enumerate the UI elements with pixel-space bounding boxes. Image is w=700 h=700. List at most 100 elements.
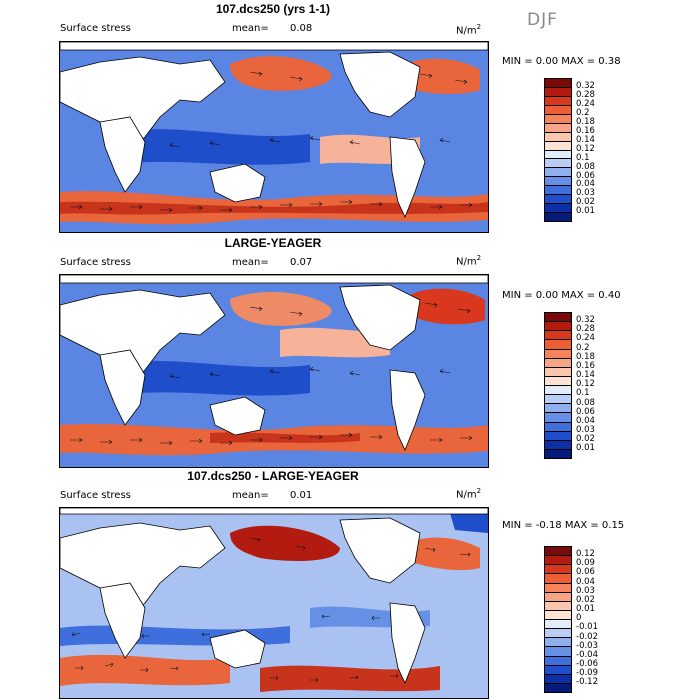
colorbar-tick-label: 0.18 [576, 116, 595, 127]
panel2-field-label: Surface stress [60, 257, 131, 268]
colorbar-segment [545, 638, 571, 648]
colorbar-segment [545, 431, 571, 441]
panel2-title: LARGE-YEAGER [224, 236, 322, 250]
arctic-edge [60, 275, 488, 284]
panel1-unit: N/m2 [456, 23, 482, 37]
colorbar-tick-label: 0.02 [576, 197, 595, 208]
wind-vectors [70, 71, 473, 213]
colorbar-segment [545, 629, 571, 639]
colorbar-tick-label: 0.14 [576, 370, 595, 381]
panel1-colorbar-labels: 0.32 0.28 0.24 0.2 0.18 0.16 0.14 0.12 0.1 0.08 0.… [576, 82, 595, 216]
eurasia-africa-shape [60, 56, 226, 153]
colorbar-tick-label: 0.16 [576, 360, 595, 371]
colorbar-segment [545, 440, 571, 450]
north-america-shape [339, 517, 421, 584]
colorbar-segment [545, 96, 571, 106]
colorbar-tick-label: 0.08 [576, 161, 595, 172]
arctic-edge [60, 508, 488, 515]
colorbar-tick-label: -0.12 [576, 677, 598, 688]
colorbar-tick-label: 0.06 [576, 406, 595, 417]
panel2-colorbar-labels: 0.32 0.28 0.24 0.2 0.18 0.16 0.14 0.12 0.1 0.08 0.… [576, 316, 595, 453]
eurasia-africa-shape [60, 522, 226, 619]
colorbar-tick-label: 0.24 [576, 333, 595, 344]
colorbar-tick-label: 0.2 [576, 107, 590, 118]
colorbar-tick-label: 0.04 [576, 576, 595, 587]
colorbar-tick-label: 0.01 [576, 604, 595, 615]
panel1-map-svg [60, 42, 488, 232]
panel1-map [59, 41, 489, 233]
colorbar-tick-label: 0.01 [576, 443, 595, 454]
colorbar-tick-label: 0.28 [576, 324, 595, 335]
colorbar-segment [545, 547, 571, 557]
colorbar-tick-label: 0.03 [576, 188, 595, 199]
africa-shape [99, 349, 146, 426]
colorbar-segment [545, 574, 571, 584]
colorbar-tick-label: 0.08 [576, 397, 595, 408]
panel1-mean-value: 0.08 [290, 23, 313, 34]
colorbar-segment [545, 449, 571, 458]
colorbar-segment [545, 150, 571, 160]
colorbar-segment [545, 674, 571, 684]
colorbar-tick-label: -0.02 [576, 631, 598, 642]
colorbar-tick-label: 0.18 [576, 351, 595, 362]
arctic-edge [60, 42, 488, 51]
eurasia-africa-shape [60, 289, 226, 386]
continents [60, 42, 488, 219]
continents [60, 508, 488, 685]
panel2-map-svg [60, 275, 488, 467]
colorbar-segment [545, 404, 571, 414]
colorbar-segment [545, 565, 571, 575]
colorbar-segment [545, 358, 571, 368]
panel1-min-max: MIN = 0.00 MAX = 0.38 [502, 56, 621, 67]
colorbar-segment [545, 159, 571, 169]
north-pacific-jet [230, 292, 332, 326]
colorbar-segment [545, 340, 571, 350]
continents [60, 275, 488, 452]
colorbar-tick-label: 0.32 [576, 81, 595, 91]
north-atlantic-jet [410, 288, 485, 325]
australia-shape [209, 396, 266, 436]
colorbar-tick-label: 0 [576, 613, 582, 624]
north-america-shape [339, 284, 421, 351]
colorbar-segment [545, 601, 571, 611]
colorbar-tick-label: 0.03 [576, 425, 595, 436]
colorbar-tick-label: 0.04 [576, 415, 595, 426]
colorbar-segment [545, 132, 571, 142]
tropical-low-band [120, 360, 310, 396]
panel3-colorbar-labels: 0.12 0.09 0.06 0.04 0.03 0.02 0.01 0 -0.01 -0.02-… [576, 550, 598, 687]
colorbar-segment [545, 204, 571, 214]
panel2-mean-value: 0.07 [290, 257, 313, 268]
colorbar-tick-label: 0.04 [576, 179, 595, 190]
panel2-colorbar [544, 312, 572, 459]
colorbar-segment [545, 186, 571, 196]
colorbar-tick-label: 0.09 [576, 558, 595, 569]
north-pacific-jet [230, 56, 332, 91]
colorbar-segment [545, 413, 571, 423]
colorbar-tick-label: 0.06 [576, 567, 595, 578]
tropical-low-band [120, 129, 310, 165]
colorbar-segment [545, 213, 571, 221]
south-america-shape [389, 369, 426, 452]
colorbar-tick-label: 0.12 [576, 379, 595, 390]
southern-positive-core [260, 665, 440, 692]
panel3-map [59, 507, 489, 699]
colorbar-tick-label: -0.06 [576, 659, 598, 670]
wind-vectors [71, 537, 471, 683]
colorbar-tick-label: 0.2 [576, 342, 590, 353]
colorbar-segment [545, 367, 571, 377]
australia-shape [209, 163, 266, 203]
colorbar-tick-label: 0.1 [576, 152, 590, 163]
colorbar-segment [545, 123, 571, 133]
colorbar-tick-label: 0.32 [576, 315, 595, 325]
panel3-unit: N/m2 [456, 487, 482, 501]
colorbar-segment [545, 313, 571, 323]
colorbar-segment [545, 87, 571, 97]
wind-vectors [70, 302, 473, 446]
panel3-title: 107.dcs250 - LARGE-YEAGER [187, 469, 359, 483]
colorbar-tick-label: 0.12 [576, 549, 595, 559]
colorbar-tick-label: 0.28 [576, 89, 595, 100]
colorbar-segment [545, 376, 571, 386]
arctic-negative [450, 513, 488, 533]
colorbar-tick-label: 0.1 [576, 388, 590, 399]
colorbar-segment [545, 556, 571, 566]
